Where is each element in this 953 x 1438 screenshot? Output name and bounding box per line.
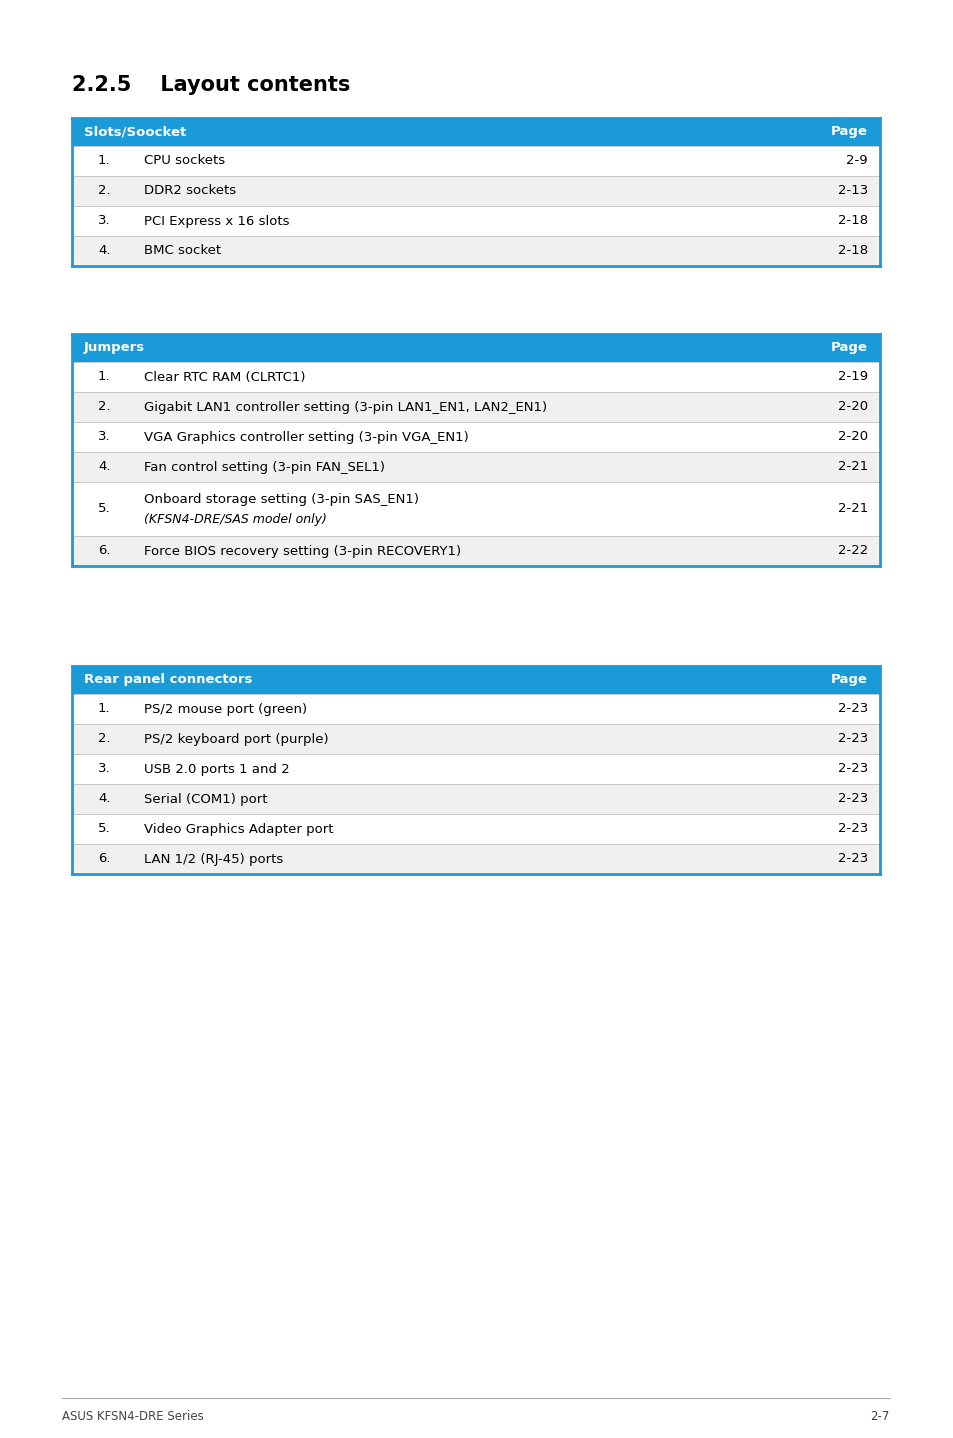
Text: USB 2.0 ports 1 and 2: USB 2.0 ports 1 and 2 [144,762,290,775]
Text: Fan control setting (3-pin FAN_SEL1): Fan control setting (3-pin FAN_SEL1) [144,460,385,473]
Text: Page: Page [830,341,867,355]
Text: Page: Page [830,125,867,138]
Text: 2-18: 2-18 [837,214,867,227]
FancyBboxPatch shape [71,814,879,844]
Text: 1.: 1. [98,703,111,716]
Text: PCI Express x 16 slots: PCI Express x 16 slots [144,214,289,227]
FancyBboxPatch shape [71,695,879,723]
Text: 2-9: 2-9 [845,154,867,167]
Text: CPU sockets: CPU sockets [144,154,225,167]
Text: 1.: 1. [98,371,111,384]
Text: BMC socket: BMC socket [144,244,221,257]
FancyBboxPatch shape [71,421,879,452]
Text: 2-21: 2-21 [837,502,867,515]
Text: Clear RTC RAM (CLRTC1): Clear RTC RAM (CLRTC1) [144,371,305,384]
Text: 2-20: 2-20 [837,401,867,414]
Text: VGA Graphics controller setting (3-pin VGA_EN1): VGA Graphics controller setting (3-pin V… [144,430,468,443]
Text: 2.: 2. [98,401,111,414]
Text: 2-19: 2-19 [837,371,867,384]
Text: Jumpers: Jumpers [84,341,145,355]
Text: 4.: 4. [98,244,111,257]
FancyBboxPatch shape [71,147,879,175]
FancyBboxPatch shape [71,482,879,536]
FancyBboxPatch shape [71,723,879,754]
Text: 6.: 6. [98,853,111,866]
FancyBboxPatch shape [71,844,879,874]
FancyBboxPatch shape [71,784,879,814]
FancyBboxPatch shape [71,666,879,695]
Text: 2-18: 2-18 [837,244,867,257]
Text: 3.: 3. [98,762,111,775]
FancyBboxPatch shape [71,536,879,567]
Text: Slots/Soocket: Slots/Soocket [84,125,186,138]
Text: 2-13: 2-13 [837,184,867,197]
Text: 4.: 4. [98,460,111,473]
Text: 2-7: 2-7 [870,1411,889,1424]
Text: 3.: 3. [98,214,111,227]
Text: 1.: 1. [98,154,111,167]
Text: 5.: 5. [98,502,111,515]
Text: DDR2 sockets: DDR2 sockets [144,184,236,197]
FancyBboxPatch shape [71,175,879,206]
Text: Video Graphics Adapter port: Video Graphics Adapter port [144,823,334,835]
Text: 4.: 4. [98,792,111,805]
Text: PS/2 mouse port (green): PS/2 mouse port (green) [144,703,307,716]
Text: 6.: 6. [98,545,111,558]
Text: 2-23: 2-23 [837,703,867,716]
Text: 2-23: 2-23 [837,853,867,866]
Text: ASUS KFSN4-DRE Series: ASUS KFSN4-DRE Series [62,1411,204,1424]
Text: 2-23: 2-23 [837,732,867,745]
FancyBboxPatch shape [71,236,879,266]
FancyBboxPatch shape [71,754,879,784]
Text: (KFSN4-DRE/SAS model only): (KFSN4-DRE/SAS model only) [144,512,327,525]
Text: 2-22: 2-22 [837,545,867,558]
Text: 2.2.5    Layout contents: 2.2.5 Layout contents [71,75,350,95]
Text: 2.: 2. [98,184,111,197]
Text: Serial (COM1) port: Serial (COM1) port [144,792,267,805]
Text: 2-20: 2-20 [837,430,867,443]
Text: PS/2 keyboard port (purple): PS/2 keyboard port (purple) [144,732,328,745]
Text: 2-23: 2-23 [837,792,867,805]
FancyBboxPatch shape [71,393,879,421]
Text: 5.: 5. [98,823,111,835]
Text: 2-21: 2-21 [837,460,867,473]
FancyBboxPatch shape [71,206,879,236]
Text: Onboard storage setting (3-pin SAS_EN1): Onboard storage setting (3-pin SAS_EN1) [144,493,418,506]
FancyBboxPatch shape [71,334,879,362]
Text: 2-23: 2-23 [837,823,867,835]
Text: LAN 1/2 (RJ-45) ports: LAN 1/2 (RJ-45) ports [144,853,283,866]
Text: 3.: 3. [98,430,111,443]
Text: 2-23: 2-23 [837,762,867,775]
Text: 2.: 2. [98,732,111,745]
Text: Force BIOS recovery setting (3-pin RECOVERY1): Force BIOS recovery setting (3-pin RECOV… [144,545,460,558]
FancyBboxPatch shape [71,362,879,393]
Text: Gigabit LAN1 controller setting (3-pin LAN1_EN1, LAN2_EN1): Gigabit LAN1 controller setting (3-pin L… [144,401,547,414]
FancyBboxPatch shape [71,452,879,482]
Text: Rear panel connectors: Rear panel connectors [84,673,253,686]
Text: Page: Page [830,673,867,686]
FancyBboxPatch shape [71,118,879,147]
